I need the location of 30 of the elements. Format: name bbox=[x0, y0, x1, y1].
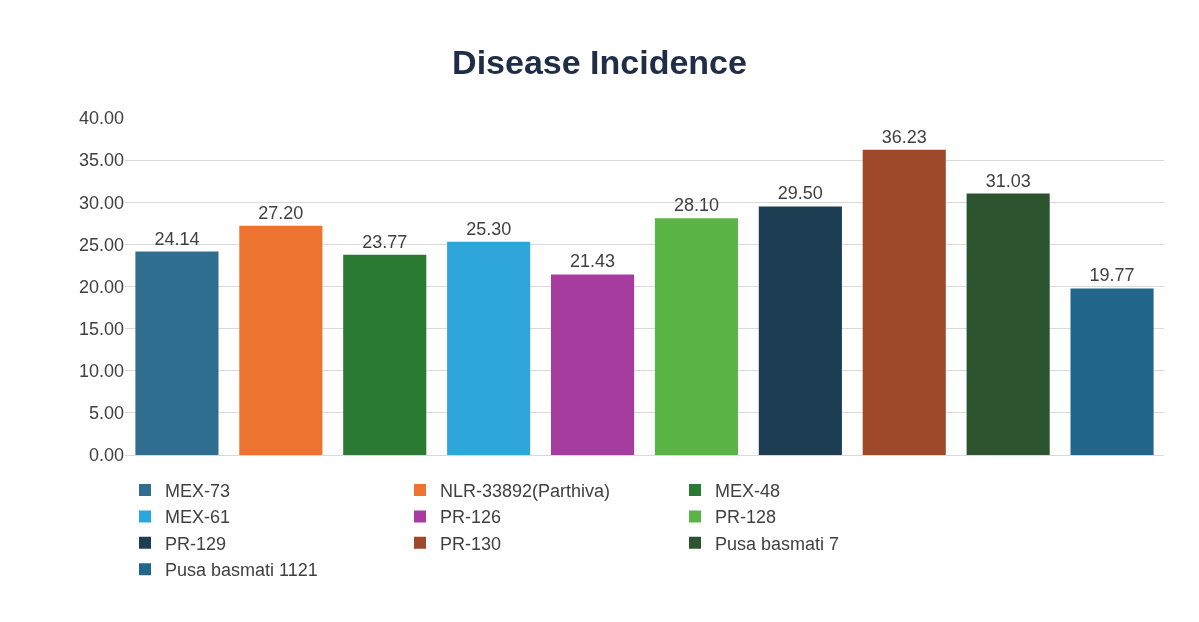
legend-label: PR-130 bbox=[440, 533, 502, 554]
legend-label: Pusa basmati 1121 bbox=[165, 560, 318, 581]
data-label: 25.30 bbox=[466, 218, 512, 239]
chart-title: Disease Incidence bbox=[452, 43, 747, 82]
y-tick-label: 5.00 bbox=[88, 403, 124, 424]
data-label: 27.20 bbox=[258, 202, 304, 223]
legend-label: MEX-73 bbox=[165, 481, 231, 502]
legend-label: PR-126 bbox=[440, 507, 502, 528]
data-label: 29.50 bbox=[777, 183, 823, 204]
data-label: 28.10 bbox=[673, 195, 719, 216]
legend-label: MEX-48 bbox=[715, 481, 781, 502]
y-tick-label: 15.00 bbox=[78, 318, 124, 339]
legend-label: Pusa basmati 7 bbox=[715, 533, 840, 554]
data-label: 36.23 bbox=[881, 126, 927, 147]
legend-label: NLR-33892(Parthiva) bbox=[440, 481, 611, 502]
y-tick-label: 40.00 bbox=[78, 108, 124, 129]
data-label: 24.14 bbox=[154, 228, 200, 249]
y-tick-label: 25.00 bbox=[78, 234, 124, 255]
y-tick-label: 20.00 bbox=[78, 276, 124, 297]
legend-label: PR-129 bbox=[165, 533, 227, 554]
y-tick-label: 35.00 bbox=[78, 150, 124, 171]
y-tick-label: 10.00 bbox=[78, 361, 124, 382]
data-label: 31.03 bbox=[985, 170, 1031, 191]
legend-label: MEX-61 bbox=[165, 507, 231, 528]
legend-label: PR-128 bbox=[715, 507, 777, 528]
data-label: 21.43 bbox=[570, 251, 616, 272]
y-tick-label: 0.00 bbox=[88, 445, 124, 466]
data-label: 19.77 bbox=[1089, 265, 1135, 286]
data-label: 23.77 bbox=[362, 231, 408, 252]
y-tick-label: 30.00 bbox=[78, 192, 124, 213]
